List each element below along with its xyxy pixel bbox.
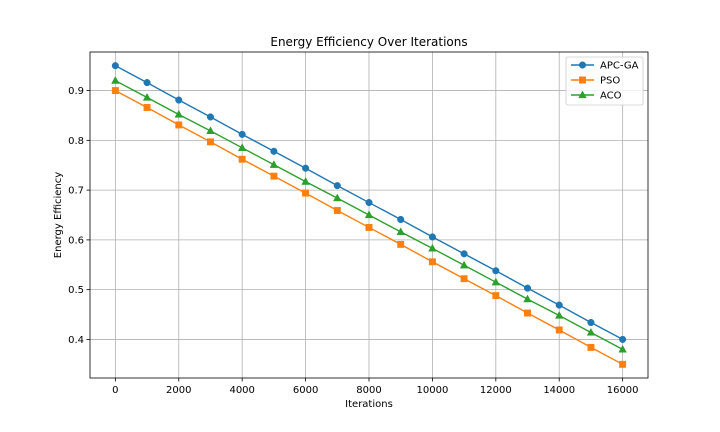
data-point-pso — [587, 343, 595, 351]
data-point-apc-ga — [270, 147, 278, 155]
data-point-aco — [333, 193, 342, 202]
data-point-aco — [269, 160, 279, 168]
data-point-aco — [396, 227, 405, 236]
y-axis-label: Energy Efficiency — [53, 172, 64, 258]
series-pso — [111, 87, 627, 368]
y-tick-label: 0.8 — [68, 136, 84, 147]
data-point-pso — [397, 240, 405, 248]
x-tick-label: 14000 — [543, 385, 575, 396]
data-point-apc-ga — [619, 335, 627, 343]
axis-ticks: 0 2000 4000 6000 8000 10000 12000 14000 16000 0.4… — [68, 86, 638, 396]
legend-item-apc-ga: APC-GA — [571, 61, 639, 72]
data-point-aco — [237, 143, 247, 151]
data-point-pso — [524, 309, 531, 317]
legend-item-aco: ACO — [571, 90, 622, 102]
series-layer — [111, 62, 627, 368]
data-point-aco — [555, 311, 564, 319]
y-tick-label: 0.9 — [68, 86, 84, 97]
x-tick-label: 10000 — [417, 385, 449, 396]
data-point-pso — [238, 155, 246, 163]
series-apc-ga — [111, 62, 627, 343]
x-tick-label: 6000 — [293, 385, 318, 396]
data-point-pso — [460, 275, 468, 283]
data-point-pso — [492, 292, 500, 300]
data-point-apc-ga — [428, 233, 436, 241]
data-point-aco — [586, 327, 596, 336]
data-point-apc-ga — [397, 215, 405, 224]
data-point-pso — [555, 326, 563, 334]
data-point-apc-ga — [333, 182, 341, 190]
data-point-pso — [365, 223, 373, 231]
data-point-pso — [207, 138, 214, 146]
y-tick-label: 0.4 — [68, 335, 84, 346]
data-point-apc-ga — [587, 318, 595, 327]
legend: APC-GA PSO ACO — [565, 56, 644, 106]
x-tick-label: 12000 — [480, 385, 512, 396]
data-point-aco — [428, 243, 437, 252]
data-point-apc-ga — [460, 250, 468, 258]
chart-title: Energy Efficiency Over Iterations — [270, 35, 467, 49]
data-point-aco — [459, 260, 469, 269]
x-tick-label: 16000 — [607, 385, 639, 396]
x-tick-label: 2000 — [166, 385, 191, 396]
data-point-apc-ga — [555, 301, 563, 309]
data-point-aco — [111, 76, 120, 84]
data-point-apc-ga — [365, 199, 373, 207]
data-point-apc-ga — [206, 113, 215, 121]
data-point-pso — [175, 121, 183, 129]
data-point-pso — [143, 104, 151, 111]
data-point-aco — [491, 277, 501, 286]
data-point-apc-ga — [175, 96, 183, 104]
x-axis-label: Iterations — [345, 399, 393, 410]
data-point-pso — [333, 207, 341, 214]
legend-marker — [578, 61, 587, 69]
legend-marker — [579, 76, 586, 84]
legend-marker — [578, 90, 587, 99]
series-aco — [111, 76, 627, 353]
legend-box — [565, 56, 644, 106]
data-point-aco — [174, 109, 183, 118]
data-point-aco — [523, 294, 532, 303]
y-tick-label: 0.5 — [68, 285, 84, 296]
legend-label: PSO — [600, 76, 620, 87]
data-point-pso — [270, 172, 278, 180]
data-point-aco — [301, 177, 310, 185]
data-point-pso — [428, 258, 436, 266]
legend-label: APC-GA — [600, 61, 639, 72]
y-tick-label: 0.6 — [68, 235, 84, 246]
data-point-aco — [142, 93, 152, 101]
data-point-pso — [619, 360, 627, 368]
x-tick-label: 8000 — [356, 385, 381, 396]
data-point-apc-ga — [523, 284, 532, 292]
data-point-pso — [111, 87, 119, 95]
data-point-apc-ga — [238, 130, 246, 138]
grid-lines — [90, 52, 648, 378]
x-tick-label: 4000 — [229, 385, 254, 396]
data-point-pso — [302, 189, 310, 197]
data-point-aco — [618, 344, 627, 353]
data-point-apc-ga — [143, 79, 151, 87]
legend-item-pso: PSO — [571, 76, 620, 87]
data-point-apc-ga — [111, 62, 119, 70]
legend-label: ACO — [600, 91, 622, 102]
y-tick-label: 0.7 — [68, 186, 84, 197]
data-point-apc-ga — [302, 164, 310, 172]
data-point-apc-ga — [492, 267, 500, 275]
data-point-aco — [364, 210, 374, 219]
x-tick-label: 0 — [112, 385, 118, 396]
data-point-aco — [206, 126, 215, 135]
